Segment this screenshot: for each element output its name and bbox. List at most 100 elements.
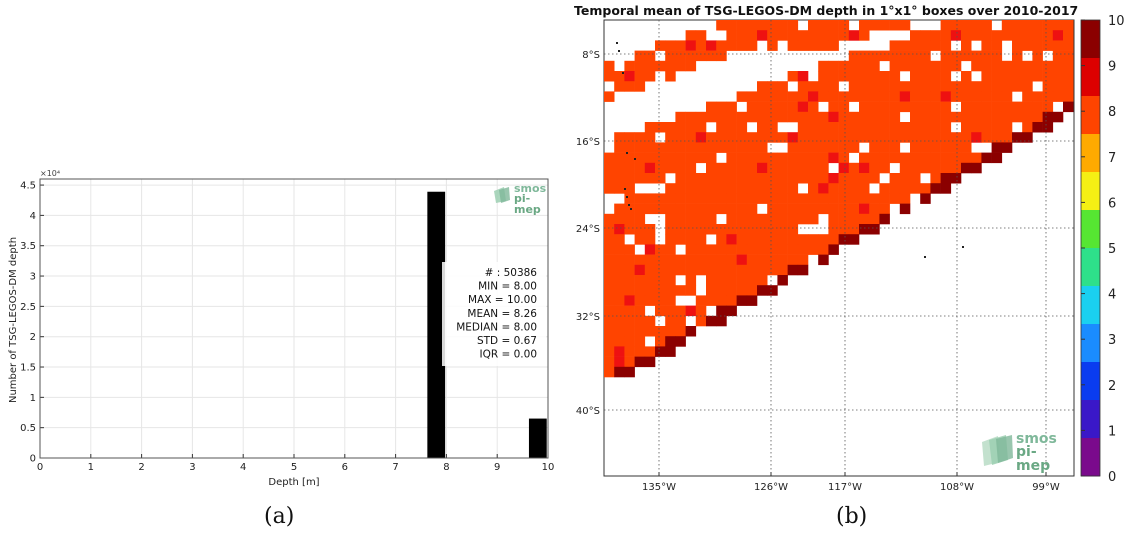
map-cell — [920, 152, 931, 164]
map-cell — [655, 142, 666, 153]
map-cell — [940, 122, 952, 133]
map-cell — [746, 295, 758, 306]
map-cell — [910, 91, 921, 102]
map-cell — [634, 213, 646, 225]
stats-line: MIN = 8.00 — [478, 281, 537, 293]
map-cell — [634, 193, 646, 204]
map-cell — [1052, 81, 1064, 92]
map-cell — [991, 152, 1003, 164]
map-cell — [879, 183, 890, 194]
map-cell — [838, 203, 850, 215]
map-cell — [726, 111, 737, 123]
map-cell — [614, 132, 625, 143]
map-cell — [859, 20, 870, 31]
map-cell — [950, 152, 962, 164]
map-cell — [930, 142, 941, 153]
island-speck — [626, 196, 628, 198]
map-cell — [767, 173, 778, 184]
map-cell — [889, 71, 901, 82]
map-cell — [604, 346, 615, 357]
map-cell — [757, 213, 768, 225]
map-cell — [961, 71, 972, 82]
map-cell — [808, 111, 819, 123]
map-cell — [604, 162, 615, 174]
map-cell — [777, 101, 788, 113]
map-cell — [1022, 81, 1033, 92]
map-cell — [1012, 50, 1023, 62]
map-cell — [634, 295, 646, 306]
map-cell — [848, 81, 860, 92]
map-cell — [716, 295, 727, 306]
map-cell — [787, 193, 799, 204]
map-cell — [604, 315, 615, 327]
map-cell — [1063, 91, 1074, 102]
map-cell — [808, 213, 819, 225]
map-cell — [716, 142, 727, 153]
map-cell — [726, 295, 737, 306]
map-cell — [1022, 111, 1033, 123]
map-cell — [981, 152, 992, 164]
map-cell — [624, 285, 635, 296]
map-cell — [797, 162, 809, 174]
map-cell — [1063, 40, 1074, 51]
map-cell — [624, 152, 635, 164]
map-cell — [981, 50, 992, 62]
map-cell — [655, 254, 666, 266]
map-cell — [859, 193, 870, 204]
map-cell — [757, 173, 768, 184]
map-cell — [614, 275, 625, 286]
map-cell — [736, 275, 748, 286]
map-cell — [624, 254, 635, 266]
y-tick-label: 2 — [30, 332, 36, 343]
map-cell — [726, 285, 737, 296]
colorbar-tick-label: 8 — [1108, 105, 1116, 120]
map-cell — [767, 264, 778, 276]
map-cell — [828, 203, 839, 215]
map-cell — [695, 122, 707, 133]
map-cell — [818, 20, 829, 31]
map-cell — [981, 111, 992, 123]
map-cell — [869, 224, 880, 235]
map-cell — [634, 254, 646, 266]
map-cell — [991, 101, 1003, 113]
map-cell — [624, 132, 635, 143]
map-cell — [920, 50, 931, 62]
map-cell — [889, 81, 901, 92]
map-cell — [777, 81, 788, 92]
map-cell — [981, 101, 992, 113]
map-cell — [961, 20, 972, 31]
map-cell — [1001, 122, 1013, 133]
map-cell — [726, 213, 737, 225]
map-cell — [879, 122, 890, 133]
map-cell — [665, 71, 676, 82]
y-axis-label: Number of TSG-LEGOS-DM depth — [8, 237, 19, 403]
map-cell — [757, 224, 768, 235]
map-cell — [604, 213, 615, 225]
map-cell — [746, 244, 758, 255]
map-cell — [1001, 142, 1013, 153]
map-cell — [746, 111, 758, 123]
map-cell — [787, 142, 799, 153]
map-cell — [665, 295, 676, 306]
map-cell — [665, 132, 676, 143]
map-cell — [1032, 91, 1043, 102]
map-cell — [634, 162, 646, 174]
map-cell — [1001, 91, 1013, 102]
map-cell — [950, 162, 962, 174]
map-cell — [859, 50, 870, 62]
map-cell — [1001, 81, 1013, 92]
map-cell — [736, 111, 748, 123]
map-cell — [655, 346, 666, 357]
map-cell — [695, 315, 707, 327]
map-cell — [1032, 111, 1043, 123]
map-cell — [797, 203, 809, 215]
map-cell — [757, 254, 768, 266]
map-cell — [848, 71, 860, 82]
map-cell — [777, 152, 788, 164]
colorbar: 0 1 2 3 4 5 6 7 8 9 10 — [1080, 14, 1125, 485]
map-cell — [726, 40, 737, 51]
map-cell — [828, 30, 839, 41]
map-cell — [665, 193, 676, 204]
map-cell — [614, 183, 625, 194]
map-cell — [716, 101, 727, 113]
